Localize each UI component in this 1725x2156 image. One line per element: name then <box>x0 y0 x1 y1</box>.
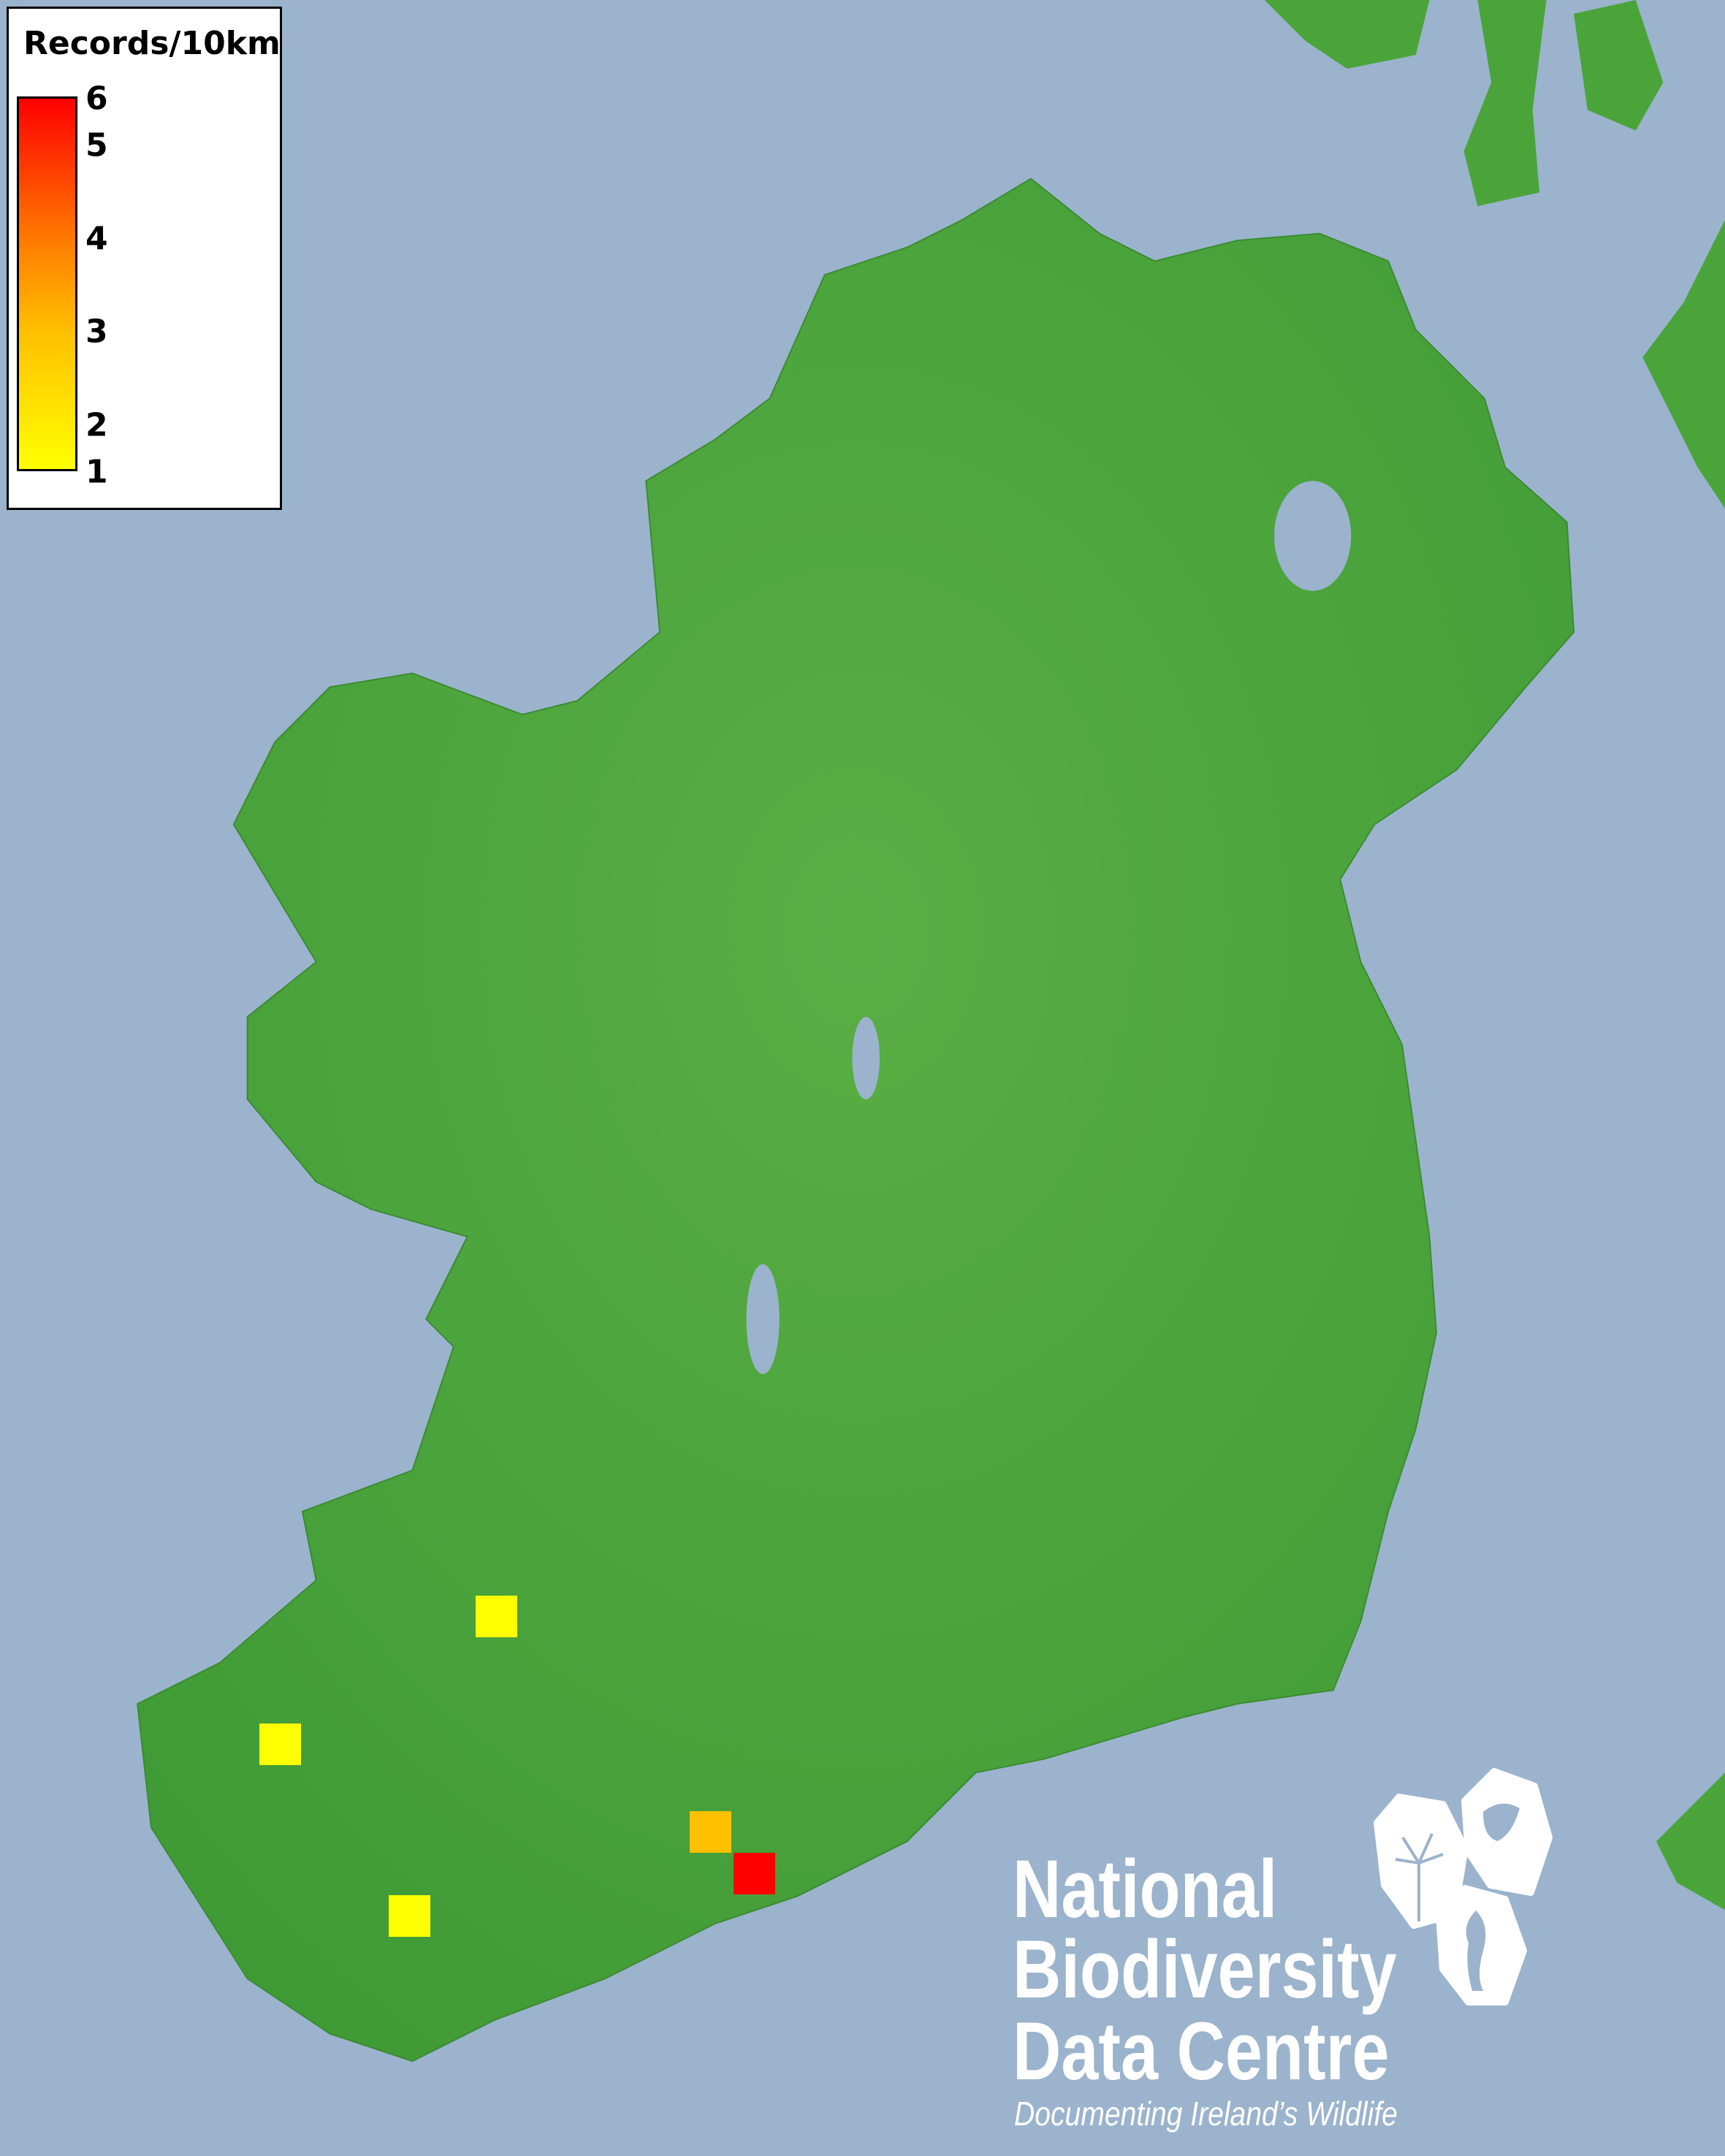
ireland-landmass <box>137 178 1575 2062</box>
record-square <box>690 1811 731 1853</box>
record-square <box>476 1596 517 1637</box>
seahorse-icon <box>1436 1885 1527 2005</box>
scotland-island <box>1264 0 1430 69</box>
logo-tagline: Documenting Ireland’s Wildlife <box>1014 2095 1398 2133</box>
record-square <box>389 1895 430 1937</box>
record-square <box>259 1723 301 1765</box>
legend-label-3: 3 <box>85 313 108 351</box>
scotland-mainland <box>1642 219 1725 508</box>
lough-derg <box>746 1264 780 1374</box>
logo-hexagons <box>1374 1768 1553 2005</box>
legend-label-2: 2 <box>85 406 108 444</box>
legend-label-1: 1 <box>85 453 108 491</box>
legend-label-5: 5 <box>85 126 108 164</box>
legend-label-4: 4 <box>85 220 108 258</box>
scotland-island <box>1463 0 1547 207</box>
legend: Records/10km 6 5 4 3 2 1 <box>7 7 282 510</box>
wales-coast <box>1656 1772 1725 1911</box>
logo-line-national: National <box>1013 1843 1278 1935</box>
lough-ree <box>852 1016 880 1100</box>
tree-icon <box>1374 1794 1469 1929</box>
legend-colorbar <box>17 96 77 471</box>
butterfly-icon <box>1461 1768 1553 1896</box>
logo-line-data-centre: Data Centre <box>1013 2005 1390 2097</box>
scotland-island <box>1574 0 1664 131</box>
record-square <box>734 1853 775 1894</box>
lough-neagh <box>1273 481 1352 591</box>
legend-title: Records/10km <box>23 25 281 62</box>
logo-line-biodiversity: Biodiversity <box>1013 1924 1397 2015</box>
legend-label-6: 6 <box>85 80 108 118</box>
